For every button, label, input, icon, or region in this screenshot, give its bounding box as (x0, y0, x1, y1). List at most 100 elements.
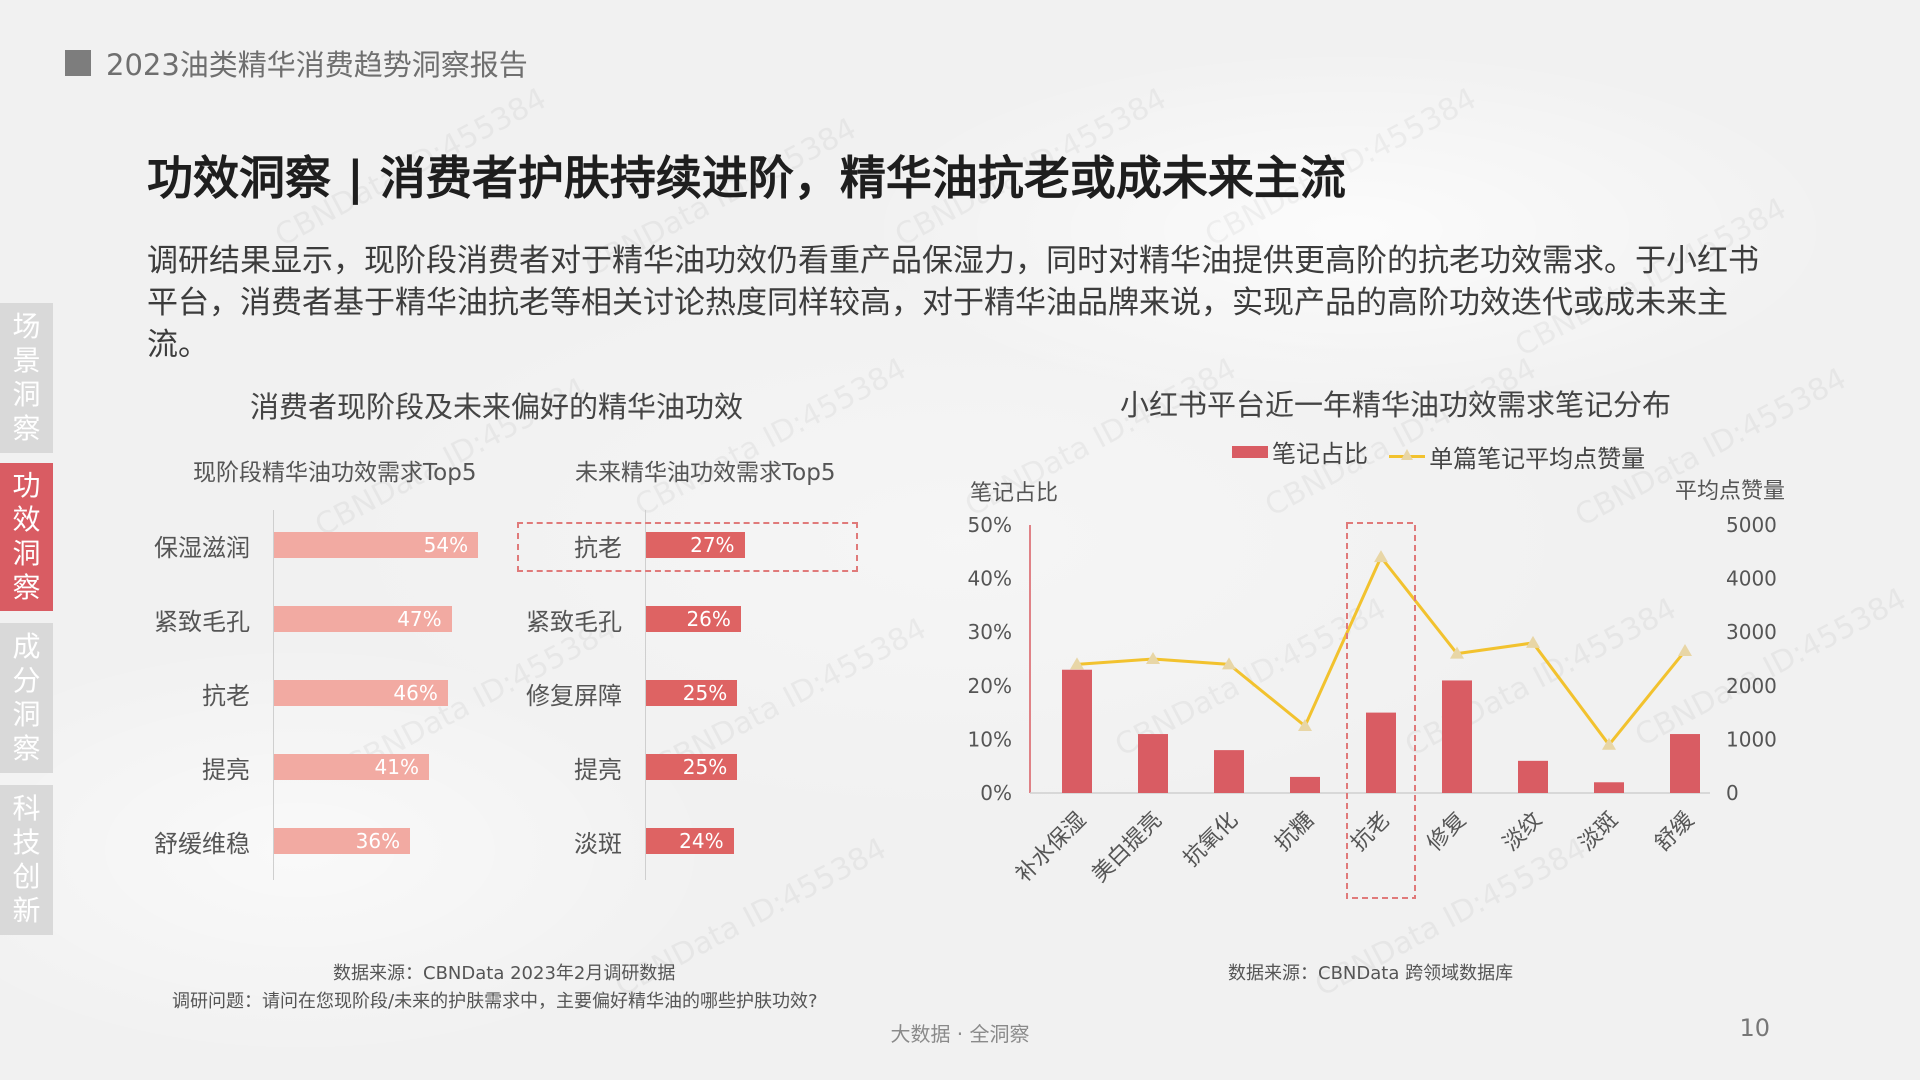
future-category-label: 修复屏障 (526, 682, 622, 710)
future-value-label: 25% (682, 755, 728, 779)
left-tick-label: 20% (968, 674, 1012, 698)
current-value-label: 46% (393, 681, 438, 705)
triangle-marker-icon (1401, 448, 1414, 460)
current-category-label: 紧致毛孔 (154, 608, 250, 636)
future-top5-subtitle: 未来精华油功效需求Top5 (575, 460, 836, 486)
page-number: 10 (1739, 1014, 1770, 1042)
left-data-source: 数据来源：CBNData 2023年2月调研数据 (333, 963, 676, 984)
legend-label: 笔记占比 (1272, 440, 1368, 468)
x-category-label: 抗糖 (1270, 808, 1319, 857)
current-category-label: 抗老 (202, 682, 250, 710)
side-nav-label: 科技创新 (12, 792, 41, 927)
side-nav-item-technology[interactable]: 科技创新 (0, 785, 53, 935)
notes-share-bar (1290, 776, 1320, 793)
x-category-label: 修复 (1422, 808, 1471, 857)
current-value-label: 47% (397, 607, 442, 631)
notes-share-bar (1670, 734, 1700, 793)
side-nav-item-ingredient[interactable]: 成分洞察 (0, 623, 53, 773)
notes-share-bar (1214, 750, 1244, 793)
legend-line-swatch (1389, 448, 1426, 460)
header-marker (65, 50, 91, 76)
side-nav-label: 功效洞察 (12, 469, 41, 604)
future-category-label: 紧致毛孔 (526, 608, 622, 636)
right-tick-label: 4000 (1726, 567, 1777, 591)
current-value-label: 36% (355, 829, 401, 853)
future-category-label: 淡斑 (574, 830, 622, 858)
legend-label: 单篇笔记平均点赞量 (1429, 444, 1646, 473)
intro-paragraph: 调研结果显示，现阶段消费者对于精华油功效仍看重产品保湿力，同时对精华油提供更高阶… (147, 243, 1759, 363)
right-chart-title: 小红书平台近一年精华油功效需求笔记分布 (1120, 388, 1672, 422)
page-title: 功效洞察 | 消费者护肤持续进阶，精华油抗老或成未来主流 (147, 151, 1346, 205)
future-value-label: 26% (686, 607, 731, 631)
report-title: 2023油类精华消费趋势洞察报告 (106, 48, 528, 82)
highlight-box-anti-aging-future (517, 522, 858, 572)
avg-likes-point (1298, 719, 1312, 731)
current-bar: 36% (274, 828, 411, 854)
x-category-label: 舒缓 (1650, 808, 1699, 857)
x-category-label: 淡纹 (1498, 808, 1547, 857)
combo-chart: 0% 10% 20% 30% 40% 50% 0 1000 2000 3000 4000 5000 补水… (968, 513, 1777, 899)
future-bar: 26% (646, 606, 741, 632)
right-axis-label: 平均点赞量 (1675, 479, 1786, 504)
x-category-label: 补水保湿 (1011, 808, 1091, 888)
future-bar: 25% (646, 680, 738, 706)
x-category-label: 抗氧化 (1179, 808, 1243, 872)
current-value-label: 54% (423, 533, 469, 557)
future-bar: 27% (646, 532, 745, 558)
current-bar: 54% (274, 532, 479, 558)
future-axis-line (645, 510, 646, 880)
left-tick-label: 30% (968, 620, 1012, 644)
future-category-label: 抗老 (574, 534, 622, 562)
current-category-label: 提亮 (202, 756, 250, 784)
avg-likes-point (1070, 657, 1084, 670)
right-tick-label: 0 (1726, 781, 1739, 805)
avg-likes-point (1526, 635, 1540, 648)
future-value-label: 25% (682, 681, 728, 705)
side-nav-item-scene[interactable]: 场景洞察 (0, 303, 53, 453)
future-bar: 25% (646, 754, 738, 780)
notes-share-bar (1518, 760, 1548, 793)
current-category-label: 保湿滋润 (154, 534, 250, 562)
notes-share-bar (1594, 782, 1624, 793)
legend: 笔记占比 单篇笔记平均点赞量 (1232, 434, 1661, 474)
current-axis-line (273, 510, 274, 880)
side-nav-label: 成分洞察 (12, 630, 41, 765)
x-category-label: 美白提亮 (1087, 808, 1167, 888)
right-tick-label: 2000 (1726, 674, 1777, 698)
right-tick-label: 1000 (1726, 727, 1777, 751)
legend-bar-swatch (1232, 445, 1268, 458)
current-top5-subtitle: 现阶段精华油功效需求Top5 (193, 460, 477, 486)
future-category-label: 提亮 (574, 756, 622, 784)
side-nav-label: 场景洞察 (12, 310, 41, 445)
legend-item-notes-share: 笔记占比 (1232, 434, 1368, 469)
left-axis-label: 笔记占比 (970, 481, 1059, 506)
avg-likes-point (1146, 652, 1160, 664)
avg-likes-point (1374, 550, 1388, 563)
highlight-box-anti-aging (1346, 522, 1416, 899)
future-value-label: 27% (690, 533, 735, 557)
notes-share-bar (1366, 712, 1396, 793)
left-tick-label: 10% (968, 727, 1012, 751)
avg-likes-point (1678, 643, 1692, 656)
notes-share-bar (1442, 680, 1472, 793)
avg-likes-point (1602, 737, 1616, 750)
side-nav-item-efficacy[interactable]: 功效洞察 (0, 463, 53, 611)
current-value-label: 41% (374, 755, 419, 779)
x-category-label: 淡斑 (1574, 808, 1623, 857)
current-bar: 47% (274, 606, 452, 632)
notes-share-bar (1062, 669, 1092, 793)
footer-slogan: 大数据 · 全洞察 (890, 1022, 1030, 1046)
left-tick-label: 0% (980, 781, 1012, 805)
avg-likes-point (1222, 657, 1236, 670)
current-bar: 41% (274, 754, 429, 780)
notes-share-bar (1138, 734, 1168, 793)
left-tick-label: 40% (968, 567, 1012, 591)
legend-item-avg-likes: 单篇笔记平均点赞量 (1389, 439, 1645, 474)
future-bar: 24% (646, 828, 734, 854)
right-tick-label: 3000 (1726, 620, 1777, 644)
left-tick-label: 50% (968, 513, 1012, 537)
survey-question: 调研问题：请问在您现阶段/未来的护肤需求中，主要偏好精华油的哪些护肤功效? (172, 991, 818, 1012)
current-category-label: 舒缓维稳 (154, 830, 250, 858)
x-category-label: 抗老 (1346, 808, 1395, 857)
right-tick-label: 5000 (1726, 513, 1777, 537)
